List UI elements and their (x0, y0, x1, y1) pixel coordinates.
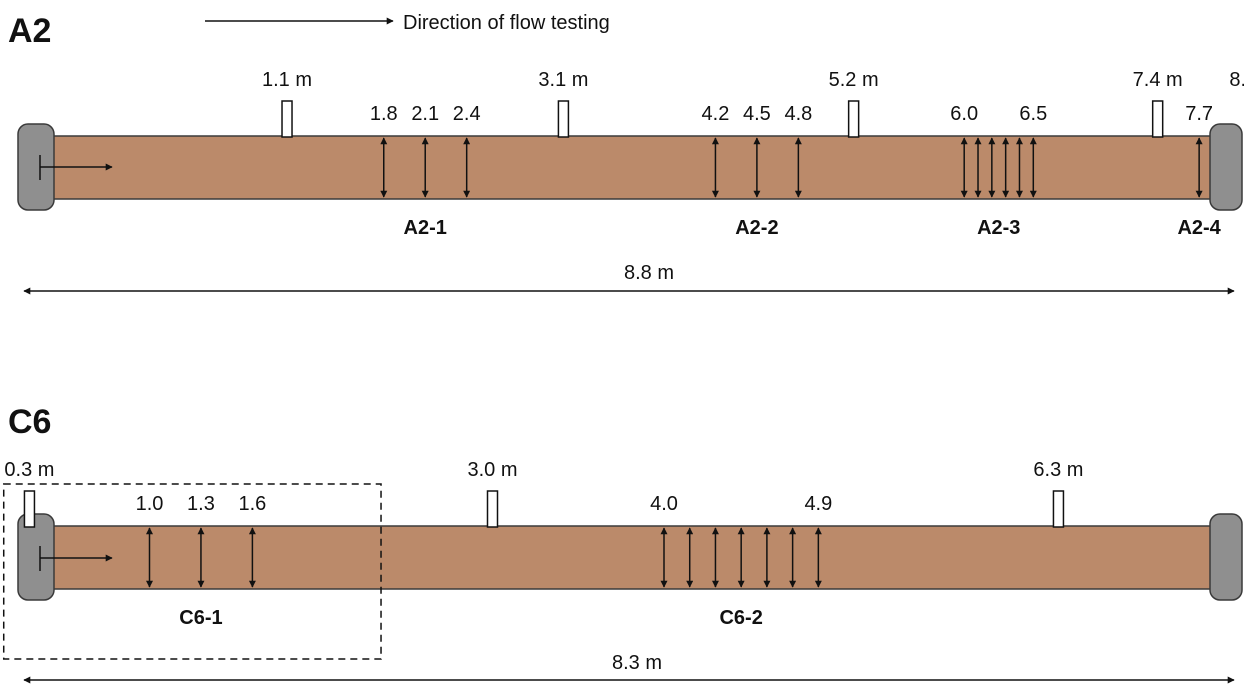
pipe-c6-measurement-label: 1.3 (187, 493, 215, 515)
pipe-a2-measurement-label: 6.5 (1019, 103, 1047, 125)
pipe-c6-sensor (23, 490, 36, 528)
pipe-a2-section-label: A2-2 (735, 217, 778, 239)
pipe-a2-measurement-label: 4.8 (784, 103, 812, 125)
pipe-a2-measurement-label: 2.1 (411, 103, 439, 125)
pipe-a2-sensor-label: 5.2 m (829, 69, 879, 91)
pipe-c6-left-cap (17, 513, 55, 601)
pipe-a2-sensor-label: 8.1 m (1229, 69, 1244, 91)
pipe-a2-sensor-label: 1.1 m (262, 69, 312, 91)
pipe-c6-right-cap (1209, 513, 1243, 601)
pipe-a2-sensor (557, 100, 570, 138)
pipe-c6-measurement-label: 4.9 (804, 493, 832, 515)
pipe-a2-measurement-label: 4.2 (702, 103, 730, 125)
pipe-a2-total-length-label: 8.8 m (624, 262, 674, 284)
pipe-a2-measurement-label: 1.8 (370, 103, 398, 125)
pipe-a2-section-label: A2-1 (404, 217, 447, 239)
pipe-a2-sensor (847, 100, 860, 138)
pipe-c6-group: C6 0.3 m3.0 m6.3 m8.0 m 1.01.31.64.04.97… (2, 403, 1243, 684)
pipe-c6-sensor (1052, 490, 1065, 528)
pipe-c6-title: C6 (8, 403, 51, 441)
pipe-a2-sensor (281, 100, 293, 138)
pipe-c6-body (33, 525, 1231, 590)
pipe-a2-measurement-label: 4.5 (743, 103, 771, 125)
pipe-c6-section-label: C6-1 (179, 607, 222, 629)
pipe-a2-section-label: A2-3 (977, 217, 1020, 239)
pipe-a2-measurement-label: 7.7 (1185, 103, 1213, 125)
pipe-a2-measurement-label: 6.0 (950, 103, 978, 125)
pipe-a2-sensor (1151, 100, 1164, 138)
pipe-c6-measurement-label: 4.0 (650, 493, 678, 515)
pipe-a2-body (33, 135, 1231, 200)
pipe-c6-measurement-label: 1.6 (238, 493, 266, 515)
pipe-c6-total-length-label: 8.3 m (612, 652, 662, 674)
pipe-a2-section-label: A2-4 (1177, 217, 1221, 239)
pipe-a2-sensor-label: 3.1 m (538, 69, 588, 91)
pipe-c6-measurement-label: 1.0 (136, 493, 164, 515)
pipe-a2-measurement-label: 2.4 (453, 103, 481, 125)
pipe-c6-sensor (486, 490, 499, 528)
pipe-c6-sensor-label: 0.3 m (4, 459, 54, 481)
pipe-c6-sensor-label: 3.0 m (467, 459, 517, 481)
pipe-a2-group: A2 1.1 m 3.1 m 5.2 m 7.4 m 8.1 m 1.8 2.1 2.4 4.… (8, 12, 1244, 295)
pipe-a2-title: A2 (8, 12, 51, 50)
pipe-c6-sensor-label: 6.3 m (1033, 459, 1083, 481)
flow-direction-legend-label: Direction of flow testing (403, 12, 610, 34)
pipe-a2-right-cap (1209, 123, 1243, 211)
pipe-a2-sensor-label: 7.4 m (1133, 69, 1183, 91)
pipe-c6-section-label: C6-2 (719, 607, 762, 629)
